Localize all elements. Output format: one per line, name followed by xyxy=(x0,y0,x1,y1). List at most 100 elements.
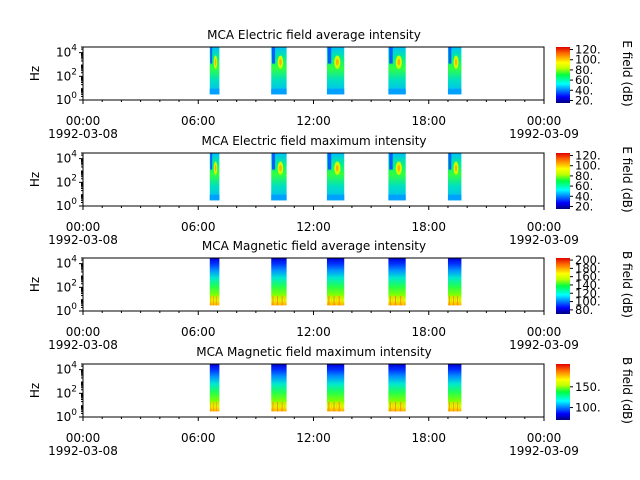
spectrogram-cell xyxy=(274,401,276,412)
spectrogram-cell xyxy=(327,153,332,170)
spectrogram-cell xyxy=(279,401,281,412)
spectrogram-cell xyxy=(448,153,452,170)
x-tick-label: 06:00 xyxy=(181,431,216,445)
x-tick-label: 18:00 xyxy=(411,431,446,445)
spectrogram-cell xyxy=(388,364,406,412)
spectrogram-cell xyxy=(451,401,452,412)
colorbar-tick-label: 40. xyxy=(575,83,593,97)
colorbar-tick-label: 100. xyxy=(575,401,601,415)
spectrogram-cell xyxy=(388,258,406,306)
spectrogram-cell xyxy=(272,295,274,306)
colorbar-label: E field (dB) xyxy=(620,40,634,106)
chart-panel: MCA Magnetic field average intensity 100 1… xyxy=(28,239,634,352)
spectrogram-cell xyxy=(216,401,217,412)
spectrogram-block xyxy=(326,153,345,201)
spectrogram-cell xyxy=(279,295,281,306)
colorbar-tick-label: 120. xyxy=(575,286,601,300)
spectrogram-cell xyxy=(397,164,401,172)
chart-title: MCA Magnetic field average intensity xyxy=(202,239,426,253)
spectrogram-cell xyxy=(210,47,213,64)
spectrogram-cell xyxy=(454,58,458,66)
spectrogram-cell xyxy=(447,258,462,306)
spectrogram-cell xyxy=(392,295,394,306)
colorbar: 100. 150. B field (dB) xyxy=(556,357,634,424)
y-tick-label: 104 xyxy=(56,150,77,166)
spectrogram-cell xyxy=(455,401,456,412)
spectrogram-cell xyxy=(394,401,397,412)
colorbar-tick-label: 20. xyxy=(575,199,593,213)
x-tick-label: 00:00 xyxy=(66,431,101,445)
spectrogram-cell xyxy=(326,88,345,95)
spectrogram-block xyxy=(388,47,406,95)
plot-frame xyxy=(82,363,545,418)
spectrogram-cell xyxy=(335,58,339,66)
x-tick-label: 06:00 xyxy=(181,114,216,128)
chart-title: MCA Electric field average intensity xyxy=(207,28,421,42)
spectrogram-cell xyxy=(277,401,279,412)
chart-title: MCA Magnetic field maximum intensity xyxy=(196,345,432,359)
spectrogram-cell xyxy=(271,258,287,306)
colorbar-gradient xyxy=(556,153,570,209)
spectrogram-cell xyxy=(209,153,220,201)
x-tick-label: 00:00 xyxy=(527,114,562,128)
spectrogram-cell xyxy=(459,401,460,412)
spectrogram-block xyxy=(447,364,462,412)
spectrogram-cell xyxy=(336,401,338,412)
colorbar-tick-label: 100. xyxy=(575,53,601,67)
spectrogram-cell xyxy=(453,401,454,412)
y-axis-label: Hz xyxy=(28,172,42,187)
y-tick-label: 100 xyxy=(56,197,77,213)
spectrogram-cell xyxy=(213,295,215,306)
x-tick-label: 00:00 xyxy=(527,431,562,445)
spectrogram-cell xyxy=(397,295,399,306)
colorbar: 20.40.60.80.100.120. E field (dB) xyxy=(556,146,634,213)
spectrogram-cell xyxy=(209,47,220,95)
colorbar-tick-label: 180. xyxy=(575,261,601,275)
x-tick-date: 1992-03-09 xyxy=(509,338,579,352)
spectrogram-cell xyxy=(209,88,220,95)
y-axis-label: Hz xyxy=(28,277,42,292)
colorbar-tick-label: 40. xyxy=(575,189,593,203)
x-tick-label: 18:00 xyxy=(411,220,446,234)
x-tick-date: 1992-03-08 xyxy=(48,127,118,141)
spectrogram-cell xyxy=(455,295,456,306)
spectrogram-cell xyxy=(213,401,215,412)
spectrogram-cell xyxy=(394,295,397,306)
spectrogram-block xyxy=(271,258,287,306)
spectrogram-cell xyxy=(283,295,285,306)
x-tick-label: 06:00 xyxy=(181,220,216,234)
spectrogram-cell xyxy=(271,364,287,412)
y-tick-label: 102 xyxy=(56,278,77,294)
plot-frame xyxy=(82,46,545,101)
spectrogram-cell xyxy=(447,194,462,201)
spectrogram-cell xyxy=(277,295,279,306)
spectrogram-cell xyxy=(272,153,276,170)
x-tick-label: 12:00 xyxy=(296,325,331,339)
spectrogram-block xyxy=(447,47,462,95)
spectrogram-cell xyxy=(272,401,274,412)
spectrogram-cell xyxy=(336,295,338,306)
spectrogram-cell xyxy=(214,295,216,306)
x-tick-label: 12:00 xyxy=(296,220,331,234)
spectrogram-block xyxy=(326,47,345,95)
spectrogram-cell xyxy=(281,401,283,412)
spectrogram-cell xyxy=(214,58,217,66)
colorbar-gradient xyxy=(556,364,570,420)
plot-frame xyxy=(82,257,545,312)
spectrogram-cell xyxy=(341,295,343,306)
spectrogram-block xyxy=(271,153,287,201)
y-tick-label: 100 xyxy=(56,302,77,318)
spectrogram-cell xyxy=(454,164,458,172)
spectrogram-block xyxy=(271,47,287,95)
spectrogram-cell xyxy=(389,47,393,64)
spectrogram-cell xyxy=(210,153,213,170)
colorbar-tick-label: 200. xyxy=(575,253,601,267)
spectrogram-cell xyxy=(400,295,402,306)
spectrogram-cell xyxy=(457,295,458,306)
spectrogram-cell xyxy=(402,401,404,412)
spectrogram-cell xyxy=(217,295,219,306)
spectrogram-cell xyxy=(326,364,345,412)
spectrogram-cell xyxy=(389,401,391,412)
spectrogram-cell xyxy=(457,401,458,412)
